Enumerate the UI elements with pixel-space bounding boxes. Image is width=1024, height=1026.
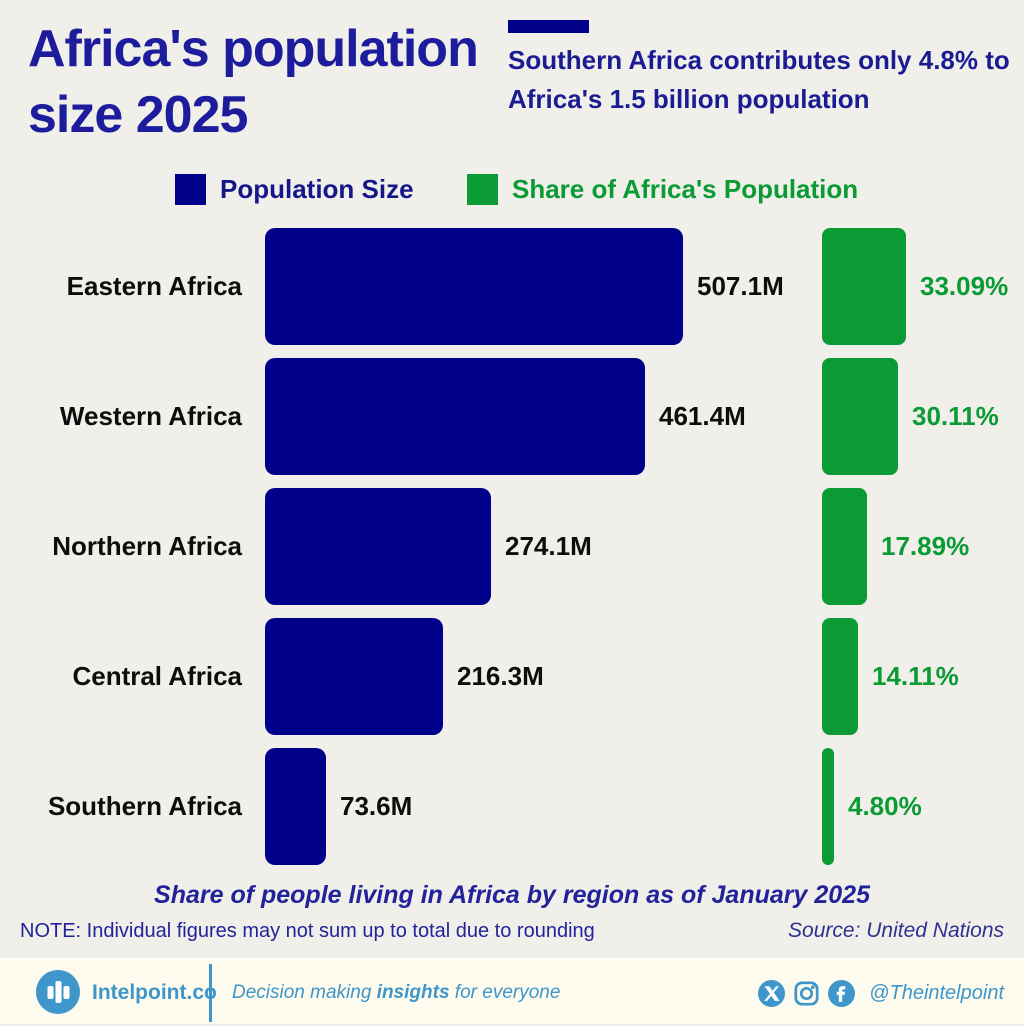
share-value-label: 4.80% xyxy=(848,791,922,821)
share-value-label: 14.11% xyxy=(872,661,959,691)
instagram-icon xyxy=(794,980,819,1006)
population-bar xyxy=(265,488,491,605)
population-legend-label: Population Size xyxy=(220,174,414,204)
tagline-post: for everyone xyxy=(449,982,561,1003)
share-bar xyxy=(822,488,867,605)
chart-row: Central Africa 216.3M 14.11% xyxy=(0,618,1024,748)
share-legend-swatch xyxy=(467,174,498,205)
share-value-label: 33.09% xyxy=(920,271,1009,301)
population-value-label: 507.1M xyxy=(697,271,784,301)
annotation-text: Southern Africa contributes only 4.8% to… xyxy=(508,45,1010,114)
region-label: Western Africa xyxy=(59,401,242,431)
page-title: Africa's population size 2025 xyxy=(28,16,479,148)
share-value-label: 30.11% xyxy=(912,401,999,431)
rounding-note: NOTE: Individual figures may not sum up … xyxy=(20,920,595,942)
social-handle: @Theintelpoint xyxy=(869,981,1004,1004)
footer-divider xyxy=(209,964,212,1022)
bar-chart: Eastern Africa 507.1M 33.09% Western Africa… xyxy=(0,228,1024,878)
population-bar xyxy=(265,618,443,735)
tagline-pre: Decision making xyxy=(232,982,377,1003)
notes-row: NOTE: Individual figures may not sum up … xyxy=(0,919,1024,943)
social-links: @Theintelpoint xyxy=(758,960,1004,1026)
chart-row: Southern Africa 73.6M 4.80% xyxy=(0,748,1024,878)
annotation-swatch xyxy=(508,20,589,33)
share-bar xyxy=(822,618,858,735)
population-value-label: 216.3M xyxy=(457,661,544,691)
brand-name: Intelpoint.co xyxy=(92,981,217,1004)
share-bar xyxy=(822,358,898,475)
page-title-line2: size 2025 xyxy=(28,86,248,144)
legend: Population Size Share of Africa's Popula… xyxy=(0,174,1024,210)
region-label: Northern Africa xyxy=(52,531,242,561)
footer-tagline: Decision making insights for everyone xyxy=(232,960,560,1026)
tagline-bold: insights xyxy=(376,982,450,1003)
legend-item-population: Population Size xyxy=(175,174,414,205)
chart-caption: Share of people living in Africa by regi… xyxy=(154,881,870,909)
share-bar xyxy=(822,748,834,865)
population-bar xyxy=(265,748,326,865)
share-value-label: 17.89% xyxy=(881,531,970,561)
chart-row: Northern Africa 274.1M 17.89% xyxy=(0,488,1024,618)
chart-row: Western Africa 461.4M 30.11% xyxy=(0,358,1024,488)
population-value-label: 274.1M xyxy=(505,531,592,561)
source-note: Source: United Nations xyxy=(788,919,1004,942)
population-value-label: 461.4M xyxy=(659,401,746,431)
region-label: Southern Africa xyxy=(47,791,242,821)
population-legend-swatch xyxy=(175,174,206,205)
share-legend-label: Share of Africa's Population xyxy=(512,174,859,204)
share-bar xyxy=(822,228,906,345)
page-title-line1: Africa's population xyxy=(28,20,479,78)
region-label: Central Africa xyxy=(72,661,242,691)
region-label: Eastern Africa xyxy=(66,271,242,301)
facebook-icon xyxy=(828,979,856,1007)
legend-item-share: Share of Africa's Population xyxy=(467,174,858,205)
footer: Intelpoint.co Decision making insights f… xyxy=(0,958,1024,1024)
population-value-label: 73.6M xyxy=(340,791,413,821)
population-bar xyxy=(265,358,645,475)
population-bar xyxy=(265,228,683,345)
intelpoint-logo-icon xyxy=(36,970,80,1014)
chart-row: Eastern Africa 507.1M 33.09% xyxy=(0,228,1024,358)
x-icon xyxy=(758,979,786,1007)
